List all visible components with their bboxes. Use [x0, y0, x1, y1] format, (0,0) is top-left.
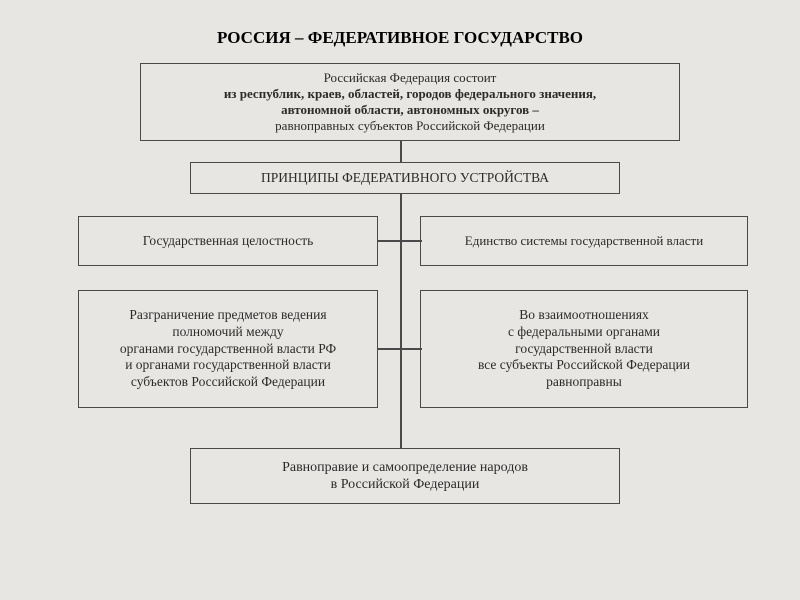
- box-self-determination: Равноправие и самоопределение народов в …: [190, 448, 620, 504]
- box-principles-header: ПРИНЦИПЫ ФЕДЕРАТИВНОГО УСТРОЙСТВА: [190, 162, 620, 194]
- unity-power-text: Единство системы государственной власти: [431, 233, 737, 249]
- connector-line: [400, 194, 402, 448]
- equal-subjects-l2: с федеральными органами: [431, 324, 737, 341]
- composition-line3: автономной области, автономных округов –: [151, 102, 669, 118]
- delimitation-l2: полномочий между: [89, 324, 367, 341]
- principles-header-text: ПРИНЦИПЫ ФЕДЕРАТИВНОГО УСТРОЙСТВА: [201, 170, 609, 187]
- equal-subjects-l4: все субъекты Российской Федерации: [431, 357, 737, 374]
- composition-line2: из республик, краев, областей, городов ф…: [151, 86, 669, 102]
- connector-line: [378, 348, 422, 350]
- box-composition: Российская Федерация состоит из республи…: [140, 63, 680, 141]
- diagram-title: РОССИЯ – ФЕДЕРАТИВНОЕ ГОСУДАРСТВО: [0, 28, 800, 48]
- state-integrity-text: Государственная целостность: [89, 233, 367, 250]
- composition-line1: Российская Федерация состоит: [151, 70, 669, 86]
- composition-line4: равноправных субъектов Российской Федера…: [151, 118, 669, 134]
- box-equal-subjects: Во взаимоотношениях с федеральными орган…: [420, 290, 748, 408]
- box-unity-power: Единство системы государственной власти: [420, 216, 748, 266]
- self-determination-l1: Равноправие и самоопределение народов: [201, 459, 609, 477]
- connector-line: [378, 240, 422, 242]
- delimitation-l4: и органами государственной власти: [89, 357, 367, 374]
- connector-line: [400, 141, 402, 162]
- delimitation-l1: Разграничение предметов ведения: [89, 307, 367, 324]
- delimitation-l3: органами государственной власти РФ: [89, 341, 367, 358]
- delimitation-l5: субъектов Российской Федерации: [89, 374, 367, 391]
- equal-subjects-l5: равноправны: [431, 374, 737, 391]
- box-state-integrity: Государственная целостность: [78, 216, 378, 266]
- equal-subjects-l3: государственной власти: [431, 341, 737, 358]
- box-delimitation: Разграничение предметов ведения полномоч…: [78, 290, 378, 408]
- self-determination-l2: в Российской Федерации: [201, 476, 609, 494]
- equal-subjects-l1: Во взаимоотношениях: [431, 307, 737, 324]
